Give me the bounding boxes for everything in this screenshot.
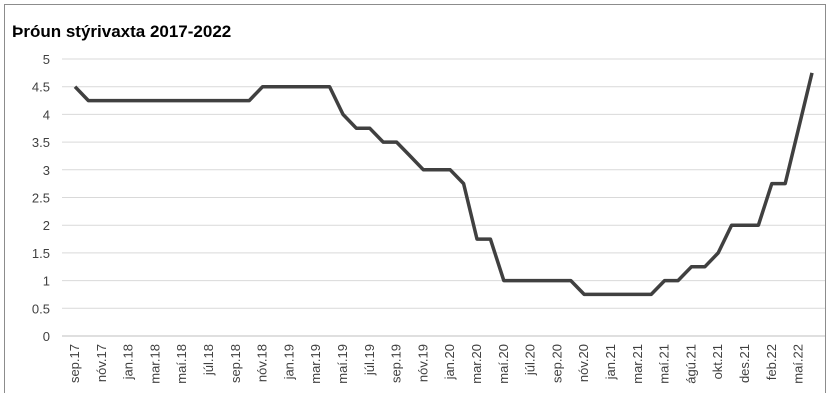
x-tick-label: feb.22 xyxy=(764,344,779,380)
x-tick-label: des.21 xyxy=(737,344,752,383)
y-tick-label: 4.5 xyxy=(32,80,50,95)
x-tick-label: sep.20 xyxy=(549,344,564,383)
x-tick-label: okt.21 xyxy=(710,344,725,379)
line-series xyxy=(73,72,814,297)
y-tick-label: 1.5 xyxy=(32,246,50,261)
y-tick-label: 4 xyxy=(43,107,50,122)
x-tick-label: maí.19 xyxy=(335,344,350,384)
y-tick-label: 5 xyxy=(43,52,50,67)
y-tick-label: 1 xyxy=(43,274,50,289)
x-tick-label: maí.20 xyxy=(496,344,511,384)
x-tick-label: mar.20 xyxy=(469,344,484,384)
x-tick-label: jan.19 xyxy=(281,344,296,380)
x-tick-label: ágú.21 xyxy=(683,344,698,384)
x-tick-label: sep.17 xyxy=(67,344,82,383)
x-tick-label: sep.18 xyxy=(228,344,243,383)
x-tick-label: júl.20 xyxy=(523,344,538,376)
x-tick-label: sep.19 xyxy=(389,344,404,383)
x-tick-label: maí.22 xyxy=(791,344,806,384)
y-tick-label: 3.5 xyxy=(32,135,50,150)
y-tick-label: 0.5 xyxy=(32,301,50,316)
x-tick-label: nóv.19 xyxy=(415,344,430,382)
x-tick-label: nóv.20 xyxy=(576,344,591,382)
x-tick-label: júl.18 xyxy=(201,344,216,376)
x-tick-label: maí.18 xyxy=(174,344,189,384)
x-tick-label: nóv.17 xyxy=(94,344,109,382)
y-tick-label: 3 xyxy=(43,163,50,178)
x-tick-label: mar.19 xyxy=(308,344,323,384)
y-tick-label: 2.5 xyxy=(32,191,50,206)
chart-title: Þróun stýrivaxta 2017-2022 xyxy=(12,22,231,41)
x-tick-label: mar.21 xyxy=(630,344,645,384)
x-tick-label: júl.19 xyxy=(362,344,377,376)
x-tick-label: jan.18 xyxy=(121,344,136,380)
chart-frame xyxy=(4,4,826,393)
y-tick-label: 2 xyxy=(43,218,50,233)
x-tick-label: jan.20 xyxy=(442,344,457,380)
x-tick-label: nóv.18 xyxy=(255,344,270,382)
y-tick-label: 0 xyxy=(43,329,50,344)
x-tick-label: maí.21 xyxy=(657,344,672,384)
x-tick-label: mar.18 xyxy=(147,344,162,384)
x-tick-label: jan.21 xyxy=(603,344,618,380)
